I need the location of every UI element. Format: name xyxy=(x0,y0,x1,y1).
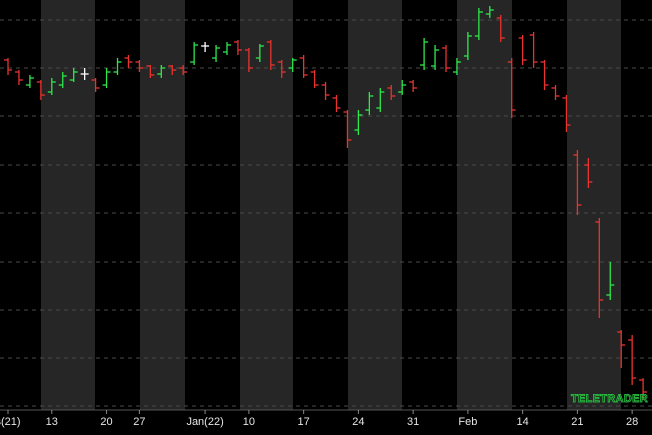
ohlc-bar xyxy=(157,65,166,78)
ohlc-bar xyxy=(606,262,615,300)
ohlc-bar xyxy=(69,68,78,82)
ohlc-bar xyxy=(299,55,308,78)
x-tick-label: 28 xyxy=(626,416,638,428)
x-tick-label: 20 xyxy=(100,416,112,428)
ohlc-bar xyxy=(102,68,111,88)
ohlc-bar xyxy=(573,150,582,215)
week-band xyxy=(140,0,185,410)
ohlc-bar xyxy=(14,70,23,85)
ohlc-bar xyxy=(354,110,363,135)
week-band xyxy=(457,0,512,410)
ohlc-bar xyxy=(474,8,483,40)
x-tick-label: 17 xyxy=(298,416,310,428)
ohlc-bar xyxy=(36,80,45,100)
ohlc-bar xyxy=(442,45,450,72)
ohlc-bar xyxy=(365,92,374,115)
ohlc-bar xyxy=(387,85,396,100)
ohlc-bar xyxy=(113,58,122,75)
ohlc-bar xyxy=(485,6,494,18)
ohlc-bar xyxy=(190,42,199,65)
ohlc-bar xyxy=(551,85,560,100)
ohlc-bar xyxy=(595,218,604,318)
ohlc-bar xyxy=(584,158,593,188)
ohlc-bar xyxy=(409,80,418,92)
x-tick-label: 24 xyxy=(352,416,364,428)
grid xyxy=(0,19,652,407)
ohlc-bar xyxy=(179,65,188,75)
ohlc-bar xyxy=(376,88,385,112)
x-tick-label: Feb xyxy=(458,416,477,428)
ohlc-bar xyxy=(343,110,352,148)
x-tick-label: 27 xyxy=(133,416,145,428)
ohlc-bar xyxy=(628,335,637,385)
x-tick-label: 14 xyxy=(517,416,529,428)
ohlc-bar xyxy=(201,42,210,52)
ohlc-bar xyxy=(529,32,538,68)
ohlc-bar xyxy=(255,44,264,62)
ohlc-bar xyxy=(321,82,330,100)
week-band xyxy=(348,0,402,410)
x-tick-label: s(21) xyxy=(0,416,21,428)
ohlc-bar xyxy=(431,45,440,70)
x-tick-label: Jan(22) xyxy=(186,416,223,428)
x-tick-label: 13 xyxy=(46,416,58,428)
ohlc-bar xyxy=(452,58,461,75)
ohlc-bar xyxy=(540,60,549,90)
ohlc-bar xyxy=(25,75,34,88)
x-axis: s(21) 13 20 27 Jan(22) 10 17 24 31 Feb 14 21 28 xyxy=(0,410,638,428)
ohlc-bar xyxy=(398,80,407,95)
week-band xyxy=(567,0,621,410)
ohlc-bar xyxy=(617,330,626,368)
ohlc-bar xyxy=(91,78,100,92)
x-tick-label: 10 xyxy=(243,416,255,428)
week-band xyxy=(41,0,95,410)
ohlc-bar xyxy=(168,65,177,75)
ohlc-bar xyxy=(4,58,12,75)
ohlc-bar xyxy=(244,48,253,72)
ohlc-bar xyxy=(562,95,571,132)
watermark: TELETRADER xyxy=(571,393,648,405)
ohlc-bar xyxy=(124,55,133,68)
ohlc-bar xyxy=(310,70,319,88)
x-tick-label: 31 xyxy=(407,416,419,428)
ohlc-bar xyxy=(518,35,527,65)
ohlc-bar xyxy=(507,58,516,118)
week-band xyxy=(240,0,293,410)
ohlc-bar xyxy=(266,40,275,70)
ohlc-bar xyxy=(288,58,297,72)
ohlc-bar xyxy=(233,40,242,55)
bars xyxy=(4,6,648,400)
ohlc-bar xyxy=(277,60,286,78)
ohlc-bar xyxy=(223,42,231,55)
ohlc-bar xyxy=(47,78,56,95)
ohlc-bar xyxy=(80,68,89,80)
ohlc-bar xyxy=(496,15,505,42)
ohlc-bar xyxy=(212,45,221,62)
ohlc-bar xyxy=(332,95,341,112)
ohlc-bar xyxy=(58,72,67,88)
ohlc-bar xyxy=(146,65,155,78)
ohlc-bar xyxy=(639,378,648,400)
ohlc-bar xyxy=(135,60,144,72)
ohlc-bar xyxy=(420,38,429,70)
ohlc-bar xyxy=(463,32,472,60)
x-tick-label: 21 xyxy=(571,416,583,428)
